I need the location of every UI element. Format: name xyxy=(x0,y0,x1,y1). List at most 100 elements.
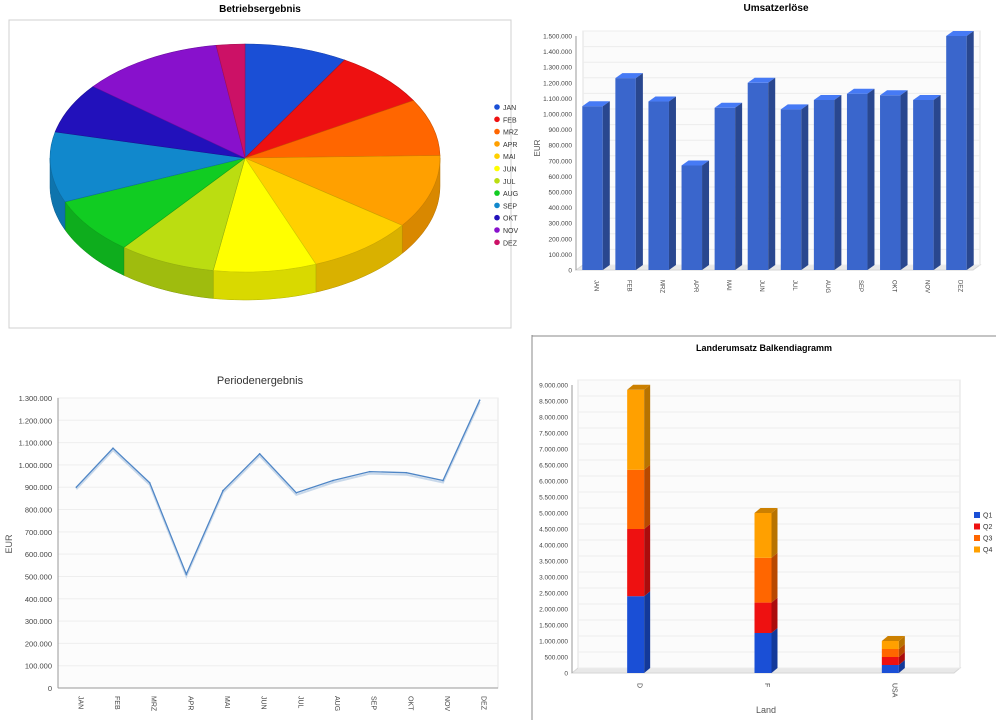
umsatz-bar-top xyxy=(615,73,643,79)
laender-bar-usa-q1 xyxy=(881,665,899,673)
laender-bar-d-q3 xyxy=(627,469,645,529)
pie-legend-label: FEB xyxy=(503,117,517,124)
laender-chart-panel: Landerumsatz Balkendiagramm Land 0 500.00… xyxy=(528,335,996,720)
perioden-x-tick: DEZ xyxy=(480,696,487,711)
laender-y-tick: 7.000.000 xyxy=(539,447,568,454)
laender-bar-side xyxy=(644,464,651,529)
laender-y-tick: 8.500.000 xyxy=(539,399,568,406)
laender-legend-swatch xyxy=(974,535,980,541)
umsatz-bar-sep xyxy=(846,93,868,270)
perioden-x-tick: APR xyxy=(186,696,193,710)
umsatz-bar-dez xyxy=(946,36,967,270)
perioden-point-jun xyxy=(258,452,261,455)
umsatz-y-tick: 400.000 xyxy=(549,205,573,212)
laender-bar-d-q2 xyxy=(627,529,645,597)
pie-slice-jun xyxy=(212,157,317,273)
perioden-y-tick: 400.000 xyxy=(25,595,52,604)
perioden-y-tick: 600.000 xyxy=(25,550,52,559)
perioden-point-nov xyxy=(442,479,444,482)
perioden-point-mai xyxy=(222,489,224,492)
pie-legend-swatch xyxy=(494,178,500,184)
pie-legend-swatch xyxy=(494,239,500,246)
laender-y-tick: 2.000.000 xyxy=(539,607,568,614)
laender-y-tick: 3.000.000 xyxy=(539,575,568,582)
umsatz-bar-mai xyxy=(714,107,736,270)
umsatz-bar-top xyxy=(913,94,941,100)
umsatz-y-label: EUR xyxy=(533,139,542,156)
umsatz-bar-top xyxy=(714,102,743,108)
pie-legend-swatch xyxy=(494,190,500,196)
perioden-chart: Periodenergebnis EUR 0 100.000 200.000 300.… xyxy=(4,375,499,712)
laender-bar-top xyxy=(627,384,651,390)
laender-y-tick: 500.000 xyxy=(545,655,569,662)
laender-bar-usa-q4 xyxy=(881,641,899,649)
umsatz-y-tick: 900.000 xyxy=(549,127,573,134)
umsatz-y-tick: 500.000 xyxy=(549,190,573,197)
umsatz-bar-side xyxy=(900,90,908,270)
umsatz-x-tick: AUG xyxy=(824,280,830,293)
umsatz-bar-side xyxy=(635,73,643,271)
laender-x-tick: F xyxy=(763,683,770,687)
laender-legend-label: Q3 xyxy=(983,536,992,543)
umsatz-bar-top xyxy=(681,160,710,166)
umsatz-bar-top xyxy=(846,88,875,94)
laender-y-tick: 5.000.000 xyxy=(539,511,568,518)
pie-chart-panel: Betriebsergebnis JAN FEB MRZ APR MAI JUN JUL AU… xyxy=(0,0,520,340)
umsatz-chart: Umsatzerlöse EUR 0 100.000 200.000 300.000 4… xyxy=(533,3,982,293)
laender-bar-side xyxy=(771,628,778,673)
umsatz-x-tick: APR xyxy=(692,280,698,293)
perioden-y-tick: 100.000 xyxy=(25,662,52,671)
pie-slice-jan xyxy=(244,43,346,159)
pie-legend-swatch xyxy=(494,128,500,135)
laender-legend-label: Q2 xyxy=(983,524,992,531)
perioden-point-feb xyxy=(112,447,114,449)
pie-legend-label: OKT xyxy=(503,216,518,223)
perioden-x-tick: MAI xyxy=(223,696,230,709)
perioden-x-tick: OKT xyxy=(406,696,413,711)
perioden-y-tick: 900.000 xyxy=(25,483,52,492)
umsatz-y-tick: 0 xyxy=(568,268,572,275)
pie-legend-swatch xyxy=(494,165,500,172)
umsatz-y-tick: 200.000 xyxy=(549,236,573,243)
perioden-x-tick: JAN xyxy=(76,696,83,709)
laender-y-tick: 1.500.000 xyxy=(539,623,568,630)
laender-title: Landerumsatz Balkendiagramm xyxy=(696,343,832,353)
umsatz-bar-side xyxy=(735,102,743,270)
laender-y-tick: 5.500.000 xyxy=(539,495,568,502)
laender-y-tick: 9.000.000 xyxy=(539,383,568,390)
laender-bar-f-q2 xyxy=(754,602,772,633)
umsatz-bar-top xyxy=(648,96,676,102)
perioden-y-tick: 1.000.000 xyxy=(19,461,52,470)
pie-slice-jul xyxy=(123,157,246,271)
umsatz-bar-jan xyxy=(582,106,603,270)
umsatz-bar-jun xyxy=(747,82,769,270)
perioden-point-aug xyxy=(332,479,334,482)
perioden-line-shadow xyxy=(75,401,481,579)
umsatz-bar-side xyxy=(933,94,941,271)
laender-y-tick: 7.500.000 xyxy=(539,431,568,438)
umsatz-bar-nov xyxy=(913,99,934,271)
perioden-y-tick: 700.000 xyxy=(25,528,52,537)
umsatz-y-tick: 1.000.000 xyxy=(543,112,572,119)
laender-x-tick: D xyxy=(636,683,643,688)
laender-bar-usa-q2 xyxy=(881,657,899,665)
laender-y-tick: 6.500.000 xyxy=(539,463,568,470)
pie-slice-nov xyxy=(92,44,246,159)
pie-title: Betriebsergebnis xyxy=(219,4,301,15)
umsatz-bar-top xyxy=(582,101,610,107)
pie-legend-label: MRZ xyxy=(503,130,519,137)
perioden-x-tick: SEP xyxy=(370,696,377,710)
perioden-point-okt xyxy=(405,471,408,474)
perioden-y-tick: 1.200.000 xyxy=(19,416,52,425)
umsatz-bar-top xyxy=(780,104,809,110)
laender-y-tick: 2.500.000 xyxy=(539,591,568,598)
umsatz-y-tick: 1.300.000 xyxy=(543,65,572,72)
laender-chart: Landerumsatz Balkendiagramm Land 0 500.00… xyxy=(531,335,996,720)
umsatz-x-tick: SEP xyxy=(857,280,863,292)
perioden-x-tick: MRZ xyxy=(150,696,157,712)
umsatz-bar-top xyxy=(747,77,776,83)
laender-legend-label: Q4 xyxy=(983,547,992,554)
laender-bar-side xyxy=(898,644,905,657)
umsatz-bar-side xyxy=(966,31,974,270)
perioden-point-mrz xyxy=(148,481,151,484)
